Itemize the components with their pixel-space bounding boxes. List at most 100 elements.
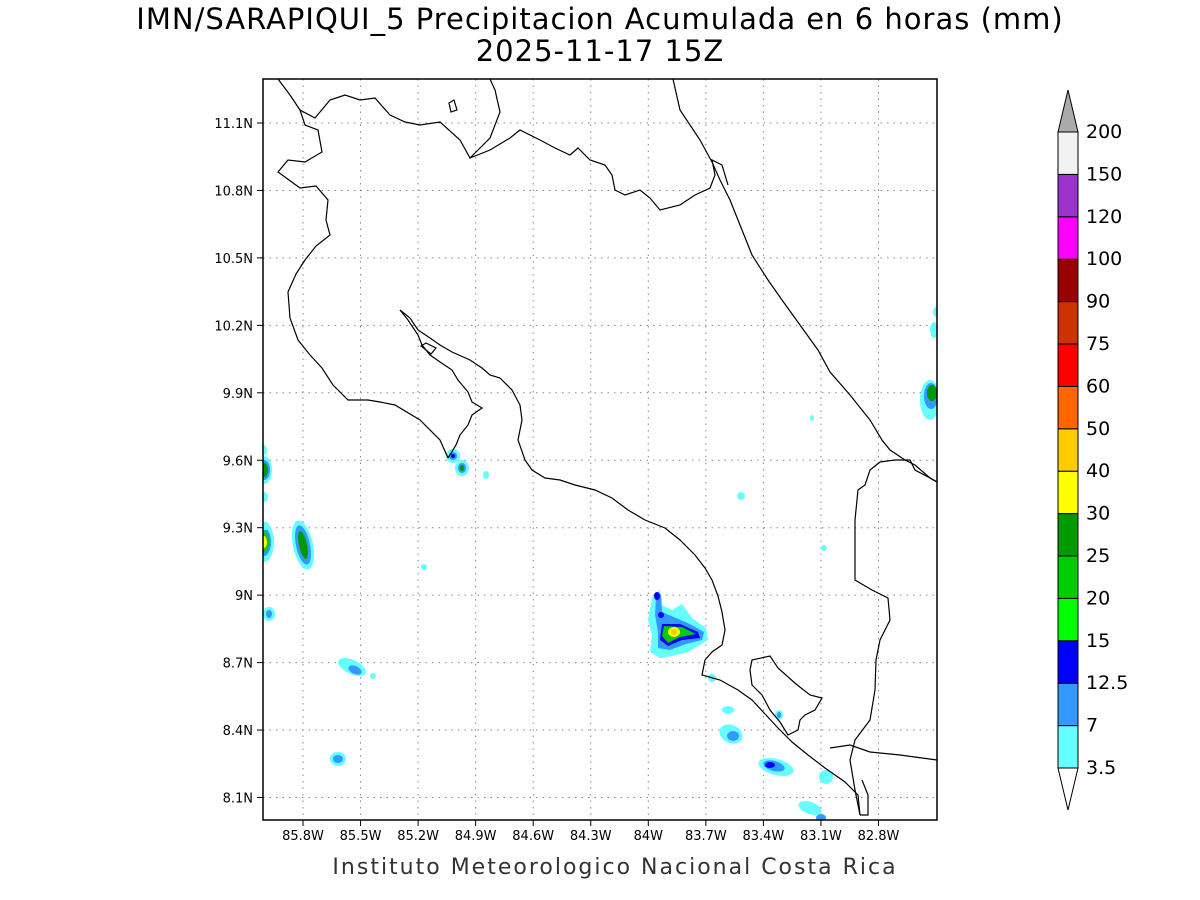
border-nicaragua: [469, 129, 729, 211]
precip-cell: [737, 492, 745, 500]
colorbar-segment: [1057, 555, 1079, 599]
coastline-burica: [860, 779, 869, 816]
precip-cell: [263, 522, 269, 530]
longitude-label: 85.2W: [397, 829, 439, 844]
colorbar-segment: [1057, 258, 1079, 303]
precip-cell: [370, 673, 376, 679]
colorbar-label: 20: [1086, 587, 1110, 609]
precip-cell: [460, 465, 464, 471]
colorbar-label: 75: [1086, 333, 1110, 355]
latitude-label: 9N: [235, 589, 253, 604]
footer-credit: Instituto Meteorologico Nacional Costa R…: [332, 855, 898, 880]
precip-cell: [263, 463, 268, 477]
longitude-label: 83.1W: [800, 829, 842, 844]
coastline-pacific-south: [399, 309, 861, 816]
colorbar-label: 25: [1086, 545, 1110, 567]
latitude-label: 8.1N: [223, 792, 253, 807]
precip-cell: [821, 545, 827, 551]
colorbar-label: 90: [1086, 291, 1110, 313]
longitude-label: 85.5W: [340, 829, 382, 844]
precip-cell: [266, 610, 272, 618]
latitude-label: 9.6N: [223, 454, 253, 469]
precip-cell: [671, 629, 677, 635]
precip-cell: [654, 592, 660, 600]
latitude-label: 10.8N: [214, 184, 253, 199]
coastline-panama-pacific: [829, 744, 937, 761]
precip-cell: [765, 762, 775, 768]
latitude-label: 8.7N: [223, 657, 253, 672]
map-gridlines: [263, 79, 937, 820]
colorbar-segment: [1057, 597, 1079, 642]
precip-cell: [421, 564, 427, 570]
longitude-label: 84.3W: [570, 829, 612, 844]
longitude-label: 83.7W: [685, 829, 727, 844]
longitude-labels: 85.8W 85.5W 85.2W 84.9W 84.6W 84.3W 84W 83.7W 83…: [282, 820, 900, 844]
colorbar-segment: [1057, 385, 1079, 430]
colorbar-label: 200: [1086, 121, 1122, 143]
precip-cell: [263, 445, 267, 455]
precip-cell: [816, 814, 826, 820]
precip-cell: [722, 706, 734, 714]
map-border: [262, 78, 938, 821]
precip-cell: [810, 415, 814, 421]
colorbar-label: 15: [1086, 630, 1110, 652]
map-subtitle-datetime: 2025-11-17 15Z: [475, 34, 725, 68]
colorbar-segment: [1057, 640, 1079, 684]
precip-cell: [798, 801, 822, 815]
island-small: [448, 99, 458, 113]
precip-cell: [727, 731, 739, 741]
colorbar-segment: [1057, 301, 1079, 345]
latitude-label: 8.4N: [223, 724, 253, 739]
precip-cell: [483, 471, 489, 479]
colorbar-label: 120: [1086, 206, 1122, 228]
colorbar-segment: [1057, 682, 1079, 727]
latitude-label: 11.1N: [214, 117, 253, 132]
longitude-label: 84.9W: [455, 829, 497, 844]
colorbar-label: 50: [1086, 418, 1110, 440]
colorbar-segment: [1057, 725, 1079, 769]
colorbar-label: 12.5: [1086, 672, 1128, 694]
colorbar: 3.5 7 12.5 15 20 25 30 40 50 60 75 90 100 120 150 200: [1057, 89, 1128, 811]
colorbar-extend-bottom: [1057, 767, 1079, 811]
colorbar-label: 150: [1086, 163, 1122, 185]
precip-cell: [348, 665, 362, 675]
precip-cell: [263, 536, 267, 548]
precip-cell: [930, 322, 937, 338]
precip-cell: [298, 531, 308, 559]
colorbar-label: 7: [1086, 715, 1098, 737]
precip-cell: [658, 612, 664, 618]
colorbar-segment: [1057, 216, 1079, 260]
latitude-label: 9.9N: [223, 387, 253, 402]
latitude-label: 10.2N: [214, 319, 253, 334]
precip-cell: [933, 307, 937, 317]
colorbar-label: 40: [1086, 460, 1110, 482]
colorbar-extend-top: [1057, 89, 1079, 133]
colorbar-label: 60: [1086, 375, 1110, 397]
colorbar-segment: [1057, 513, 1079, 557]
longitude-label: 83.4W: [742, 829, 784, 844]
map-frame: [263, 79, 937, 820]
coastline-gulf-nicoya: [399, 309, 484, 459]
coastline-pacific-nicoya: [277, 109, 449, 459]
border-panama: [849, 459, 937, 816]
colorbar-label: 30: [1086, 503, 1110, 525]
map-title: IMN/SARAPIQUI_5 Precipitacion Acumulada …: [136, 2, 1064, 36]
precip-cell: [263, 492, 268, 502]
coastlines-and-borders: [277, 79, 937, 816]
longitude-label: 84W: [634, 829, 664, 844]
coastline-caribbean: [672, 79, 937, 483]
colorbar-segment: [1057, 173, 1079, 218]
island-chira: [419, 342, 437, 355]
colorbar-segment: [1057, 470, 1079, 515]
colorbar-segment: [1057, 131, 1079, 175]
colorbar-label: 100: [1086, 248, 1122, 270]
precip-cell: [451, 454, 455, 458]
latitude-label: 9.3N: [223, 522, 253, 537]
precip-cell: [819, 770, 833, 784]
colorbar-segment: [1057, 343, 1079, 387]
longitude-label: 85.8W: [282, 829, 324, 844]
precipitation-cells: [263, 307, 937, 820]
coastline-northwest: [277, 79, 501, 159]
latitude-label: 10.5N: [214, 252, 253, 267]
